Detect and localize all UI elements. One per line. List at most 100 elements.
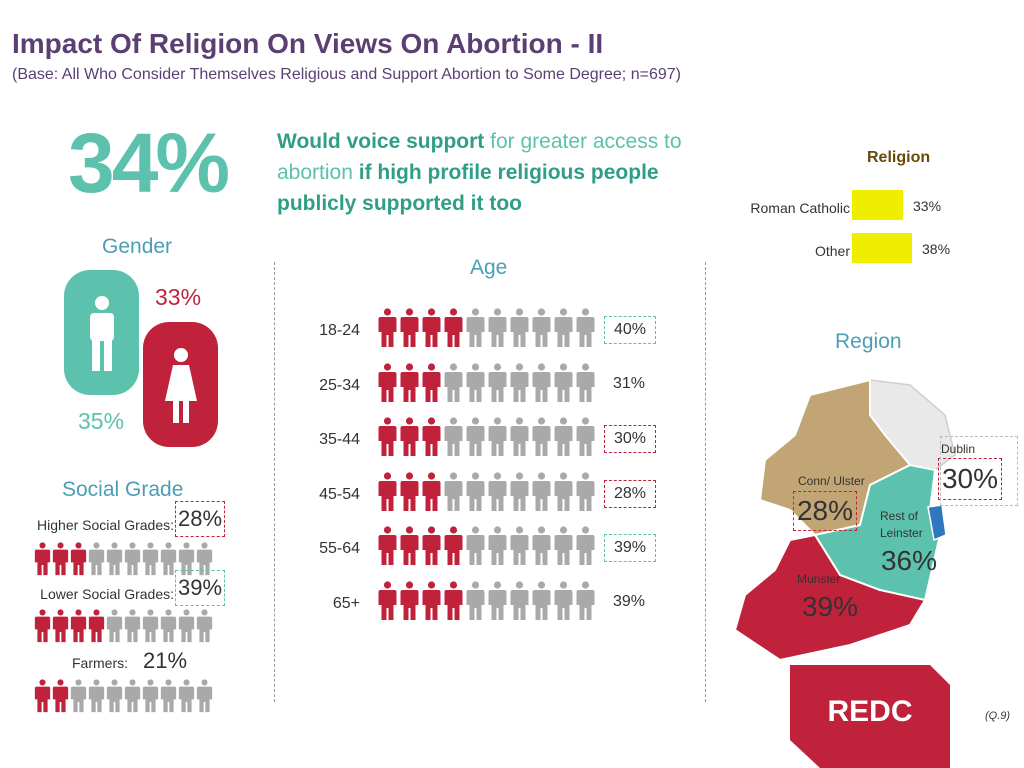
headline-part-3: if high profile religious people publicl…: [277, 161, 659, 215]
divider-right: [705, 262, 706, 702]
sg-people-farmers: [34, 676, 213, 716]
person-icon-empty: [576, 471, 595, 511]
person-icon-empty: [160, 542, 177, 576]
person-icon-filled: [88, 609, 105, 643]
person-icon-filled: [34, 679, 51, 713]
person-icon-empty: [510, 417, 529, 456]
person-icon-empty: [106, 679, 123, 713]
age-label: 25-34: [319, 376, 360, 394]
headline-part-2: for greater access to abortion: [277, 130, 682, 184]
female-panel: [143, 322, 218, 447]
person-icon-filled: [378, 580, 397, 620]
person-icon-empty: [510, 308, 529, 347]
person-icon-empty: [510, 580, 529, 620]
person-icon-empty: [444, 471, 463, 511]
age-label: 55-64: [319, 540, 360, 557]
person-icon-empty: [142, 542, 159, 576]
person-icon-filled: [422, 308, 441, 347]
male-panel: [64, 270, 139, 395]
person-icon-empty: [160, 679, 177, 713]
person-icon-filled: [422, 526, 441, 565]
person-icon-filled: [378, 526, 397, 565]
person-icon-empty: [532, 526, 551, 565]
gender-heading: Gender: [102, 235, 173, 258]
sg-label-lower: Lower Social Grades:: [40, 586, 174, 602]
age-label: 18-24: [319, 322, 360, 339]
male-percent: 35%: [78, 408, 125, 434]
age-percent: 31%: [612, 374, 646, 392]
person-icon-filled: [400, 417, 419, 456]
person-icon-empty: [510, 362, 529, 402]
person-icon-empty: [488, 580, 507, 620]
person-icon-filled: [34, 542, 51, 576]
headline-percent: 34%: [68, 116, 230, 210]
person-icon-empty: [554, 526, 573, 565]
person-icon-empty: [554, 417, 573, 456]
person-icon-empty: [124, 542, 141, 576]
person-icon-filled: [444, 580, 463, 620]
sg-percent-higher: 28%: [175, 501, 225, 537]
person-icon-empty: [466, 526, 485, 565]
sg-percent-lower: 39%: [175, 570, 225, 606]
age-people-row: [377, 471, 596, 512]
age-label: 45-54: [319, 485, 360, 503]
person-icon-empty: [196, 542, 213, 576]
person-icon-empty: [178, 542, 195, 576]
region-label-conn-ulster: Conn/ Ulster: [798, 474, 865, 488]
person-icon-empty: [178, 679, 195, 713]
person-icon-filled: [378, 362, 397, 402]
person-icon-empty: [576, 308, 595, 347]
person-icon-filled: [52, 679, 69, 713]
age-heading: Age: [470, 256, 508, 279]
female-icon: [165, 348, 197, 423]
religion-label-rc: Roman Catholic: [750, 200, 850, 216]
person-icon-empty: [488, 471, 507, 511]
person-icon-empty: [124, 609, 141, 643]
region-label-rest-of-leinster: Rest of Leinster: [880, 509, 923, 540]
person-icon-empty: [532, 580, 551, 620]
social-grade-heading: Social Grade: [62, 478, 184, 501]
person-icon-empty: [466, 471, 485, 511]
headline-text: Would voice support for greater access t…: [277, 126, 727, 219]
person-icon-filled: [378, 417, 397, 456]
sg-label-higher: Higher Social Grades:: [37, 517, 174, 533]
age-percent: 39%: [612, 592, 646, 610]
person-icon-filled: [422, 580, 441, 620]
sg-people-lower: [34, 606, 213, 646]
person-icon-filled: [444, 308, 463, 347]
region-label-dublin: Dublin: [941, 442, 976, 456]
person-icon-empty: [142, 679, 159, 713]
person-icon-empty: [88, 542, 105, 576]
map-dublin: [927, 504, 947, 542]
person-icon-empty: [554, 362, 573, 402]
religion-percent-other: 38%: [922, 241, 951, 257]
person-icon-empty: [554, 308, 573, 347]
map-munster: [733, 533, 927, 662]
person-icon-filled: [70, 609, 87, 643]
person-icon-filled: [400, 308, 419, 347]
region-percent-dublin: 30%: [938, 458, 1002, 500]
person-icon-empty: [106, 542, 123, 576]
redc-logo: REDC: [790, 665, 950, 768]
person-icon-empty: [196, 609, 213, 643]
person-icon-empty: [466, 417, 485, 456]
person-icon-filled: [400, 362, 419, 402]
person-icon-empty: [576, 362, 595, 402]
person-icon-empty: [466, 308, 485, 347]
person-icon-empty: [510, 526, 529, 565]
person-icon-empty: [532, 362, 551, 402]
region-label-munster: Munster: [797, 572, 841, 586]
divider-left: [274, 262, 275, 702]
person-icon-empty: [70, 679, 87, 713]
person-icon-empty: [160, 609, 177, 643]
person-icon-empty: [488, 308, 507, 347]
person-icon-empty: [488, 417, 507, 456]
person-icon-empty: [488, 362, 507, 402]
religion-percent-rc: 33%: [913, 198, 942, 214]
sg-percent-farmers: 21%: [142, 648, 188, 673]
religion-bar-rc: [852, 190, 903, 220]
person-icon-empty: [576, 526, 595, 565]
region-percent-conn-ulster: 28%: [793, 491, 857, 531]
person-icon-filled: [400, 471, 419, 511]
redc-logo-text: REDC: [827, 695, 912, 728]
